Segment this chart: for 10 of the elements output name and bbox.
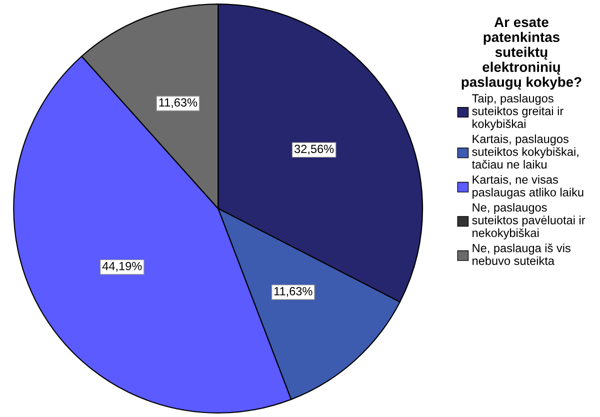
legend-label: Kartais, paslaugos suteiktos kokybiškai, tačiau ne laiku bbox=[472, 134, 578, 169]
legend-title: Ar esate patenkintas suteiktų elektroninių paslaugų kokybe? bbox=[462, 17, 582, 90]
legend-label: Ne, paslauga iš vis nebuvo suteikta bbox=[472, 244, 570, 265]
legend-label: Ne, paslaugos suteiktos pavėluotai ir nekokybiškai bbox=[472, 202, 586, 240]
data-label: 11,63% bbox=[159, 98, 198, 108]
legend-label: Kartais, ne visas paslaugas atliko laiku bbox=[472, 175, 584, 199]
data-label: 44,19% bbox=[102, 262, 142, 272]
data-label: 32,56% bbox=[294, 144, 334, 154]
legend-label: Taip, paslaugos suteiktos greitai ir kokybiškai bbox=[472, 94, 564, 130]
data-label: 11,63% bbox=[274, 287, 312, 297]
